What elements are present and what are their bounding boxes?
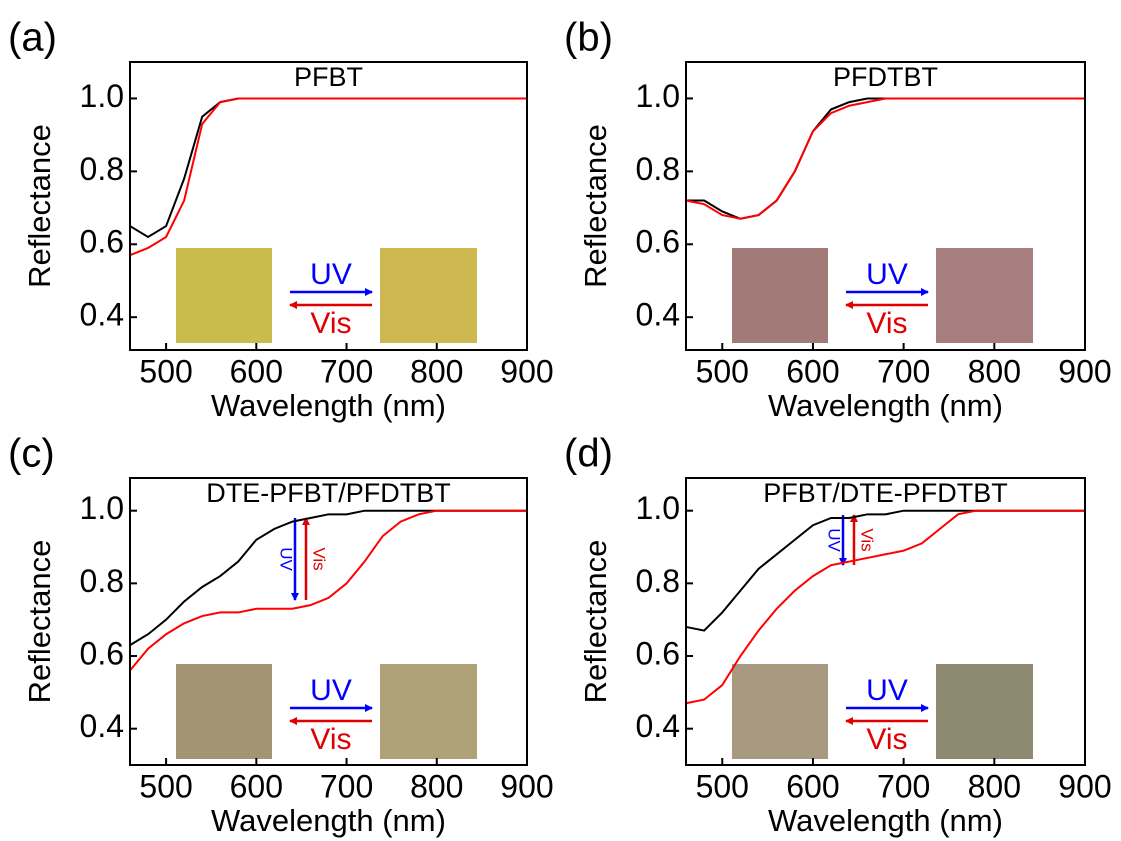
panel-label: (a)	[8, 16, 57, 60]
x-tick-label: 800	[410, 768, 463, 804]
x-tick-label: 800	[968, 353, 1021, 389]
y-tick-label: 0.4	[636, 297, 680, 333]
sample-photo	[176, 664, 272, 759]
annotation: Vis	[866, 307, 907, 340]
y-tick-label: 1.0	[80, 78, 124, 114]
x-tick-label: 900	[1058, 353, 1111, 389]
y-tick-label: 0.6	[80, 224, 124, 260]
sample-photo	[380, 664, 477, 759]
x-tick-label: 600	[786, 768, 839, 804]
plot-frame	[129, 61, 528, 351]
x-tick-label: 900	[500, 353, 553, 389]
y-tick-label: 0.4	[80, 708, 124, 744]
x-axis-label: Wavelength (nm)	[768, 388, 1003, 423]
y-tick-label: 0.8	[636, 563, 680, 599]
panel-label: (d)	[564, 432, 613, 476]
plot-frame	[685, 61, 1086, 351]
x-tick-label: 500	[139, 768, 192, 804]
y-tick-label: 0.4	[636, 708, 680, 744]
panel-label: (b)	[564, 16, 613, 60]
y-tick-label: 1.0	[636, 78, 680, 114]
sample-photo	[176, 248, 272, 343]
sample-photo	[936, 248, 1033, 343]
x-tick-label: 700	[320, 353, 373, 389]
annotation: UV	[866, 674, 908, 707]
x-tick-label: 600	[230, 768, 283, 804]
chart-title: PFBT	[294, 62, 363, 92]
x-axis-label: Wavelength (nm)	[768, 803, 1003, 838]
data-line	[686, 97, 1085, 220]
data-line	[129, 509, 527, 672]
annotation: Vis	[310, 723, 351, 756]
y-axis-label: Reflectance	[578, 124, 613, 288]
data-line	[129, 97, 527, 257]
x-tick-label: 900	[1058, 768, 1111, 804]
y-tick-label: 1.0	[636, 490, 680, 526]
panel-label: (c)	[8, 432, 55, 476]
sample-photo	[732, 664, 828, 759]
data-line	[129, 509, 527, 646]
annotation: Vis	[310, 307, 351, 340]
sample-photo	[380, 248, 477, 343]
annotation: UV	[825, 528, 844, 552]
x-axis-label: Wavelength (nm)	[211, 803, 446, 838]
y-tick-label: 0.8	[636, 151, 680, 187]
x-tick-label: 500	[139, 353, 192, 389]
x-tick-label: 600	[230, 353, 283, 389]
x-tick-label: 700	[320, 768, 373, 804]
x-tick-label: 600	[786, 353, 839, 389]
x-tick-label: 800	[410, 353, 463, 389]
sample-photo	[732, 248, 828, 343]
y-axis-label: Reflectance	[22, 540, 57, 704]
x-tick-label: 500	[696, 353, 749, 389]
data-line	[129, 97, 527, 239]
annotation: UV	[277, 547, 296, 571]
plot-frame	[685, 477, 1086, 766]
y-tick-label: 0.6	[80, 635, 124, 671]
x-tick-label: 700	[877, 353, 930, 389]
y-tick-label: 1.0	[80, 490, 124, 526]
annotation: Vis	[858, 528, 877, 551]
x-tick-label: 800	[968, 768, 1021, 804]
x-tick-label: 500	[696, 768, 749, 804]
annotation: Vis	[310, 547, 329, 570]
y-tick-label: 0.4	[80, 297, 124, 333]
annotation: Vis	[866, 723, 907, 756]
x-tick-label: 700	[877, 768, 930, 804]
annotation: UV	[310, 674, 352, 707]
y-axis-label: Reflectance	[22, 124, 57, 288]
y-tick-label: 0.6	[636, 224, 680, 260]
chart-title: PFBT/DTE-PFDTBT	[763, 478, 1008, 508]
x-axis-label: Wavelength (nm)	[211, 388, 446, 423]
data-line	[685, 509, 1085, 632]
annotation: UV	[310, 258, 352, 291]
y-tick-label: 0.8	[80, 151, 124, 187]
data-line	[685, 97, 1085, 220]
chart-title: DTE-PFBT/PFDTBT	[206, 478, 451, 508]
chart-title: PFDTBT	[833, 62, 938, 92]
data-line	[685, 509, 1085, 705]
y-tick-label: 0.6	[636, 635, 680, 671]
x-tick-label: 900	[500, 768, 553, 804]
y-axis-label: Reflectance	[578, 540, 613, 704]
y-tick-label: 0.8	[80, 563, 124, 599]
annotation: UV	[866, 258, 908, 291]
sample-photo	[936, 664, 1033, 759]
plot-frame	[129, 477, 528, 766]
